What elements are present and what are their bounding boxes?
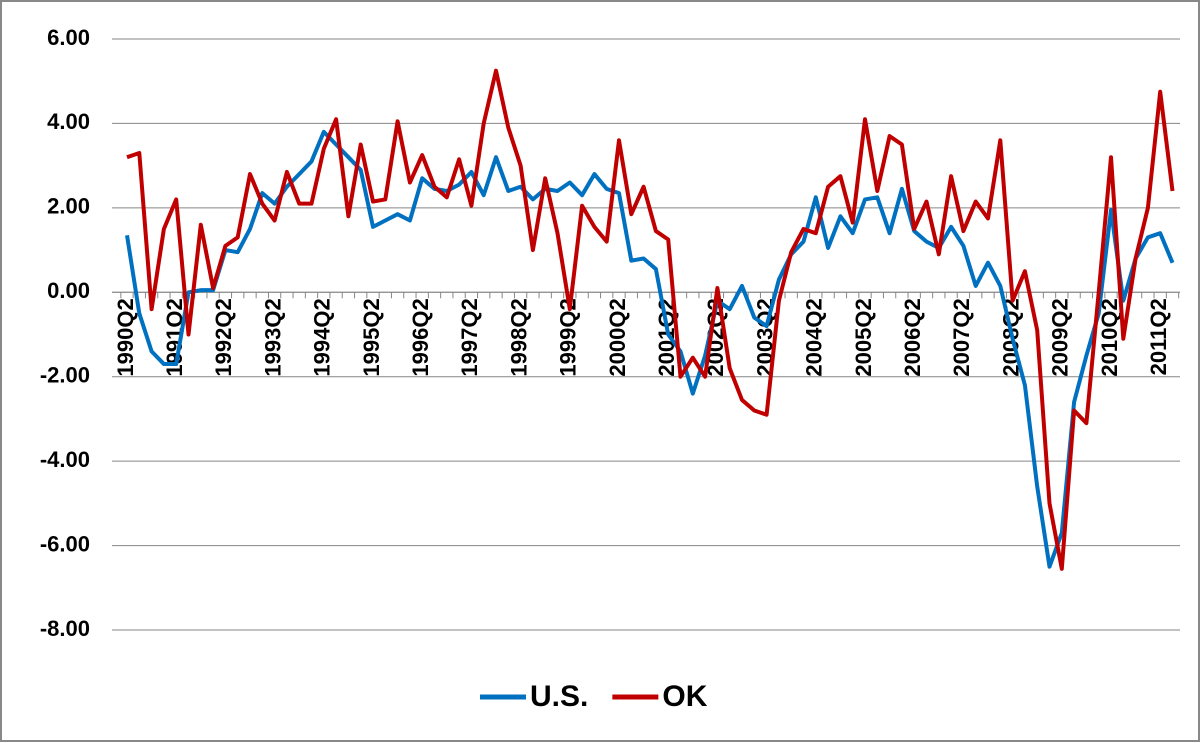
y-tick-label: 6.00 (47, 25, 90, 50)
x-tick-label: 2010Q2 (1097, 298, 1122, 376)
x-tick-label: 2006Q2 (900, 298, 925, 376)
x-tick-label: 2011Q2 (1146, 298, 1171, 375)
x-tick-label: 1998Q2 (506, 298, 531, 376)
y-tick-label: -8.00 (40, 616, 90, 641)
legend-label: OK (662, 680, 707, 713)
x-tick-label: 1999Q2 (556, 298, 581, 376)
x-tick-label: 1994Q2 (310, 298, 335, 376)
y-tick-label: 0.00 (47, 278, 90, 303)
x-tick-label: 1996Q2 (408, 298, 433, 376)
y-tick-label: -2.00 (40, 363, 90, 388)
x-tick-label: 2000Q2 (605, 298, 630, 376)
x-tick-label: 2004Q2 (802, 298, 827, 376)
x-tick-label: 2005Q2 (851, 298, 876, 376)
series-line (126, 68, 1175, 571)
series-line (125, 129, 1175, 569)
x-tick-label: 1997Q2 (457, 298, 482, 376)
y-tick-label: -4.00 (40, 447, 90, 472)
y-tick-label: 2.00 (47, 194, 90, 219)
legend-label: U.S. (530, 680, 588, 713)
x-tick-label: 1992Q2 (211, 298, 236, 376)
y-tick-label: -6.00 (40, 531, 90, 556)
x-tick-label: 2009Q2 (1048, 298, 1073, 376)
y-tick-label: 4.00 (47, 109, 90, 134)
x-tick-label: 2007Q2 (949, 298, 974, 376)
x-tick-label: 1993Q2 (260, 298, 285, 376)
x-tick-label: 1990Q2 (113, 298, 138, 376)
x-tick-label: 1995Q2 (359, 298, 384, 376)
